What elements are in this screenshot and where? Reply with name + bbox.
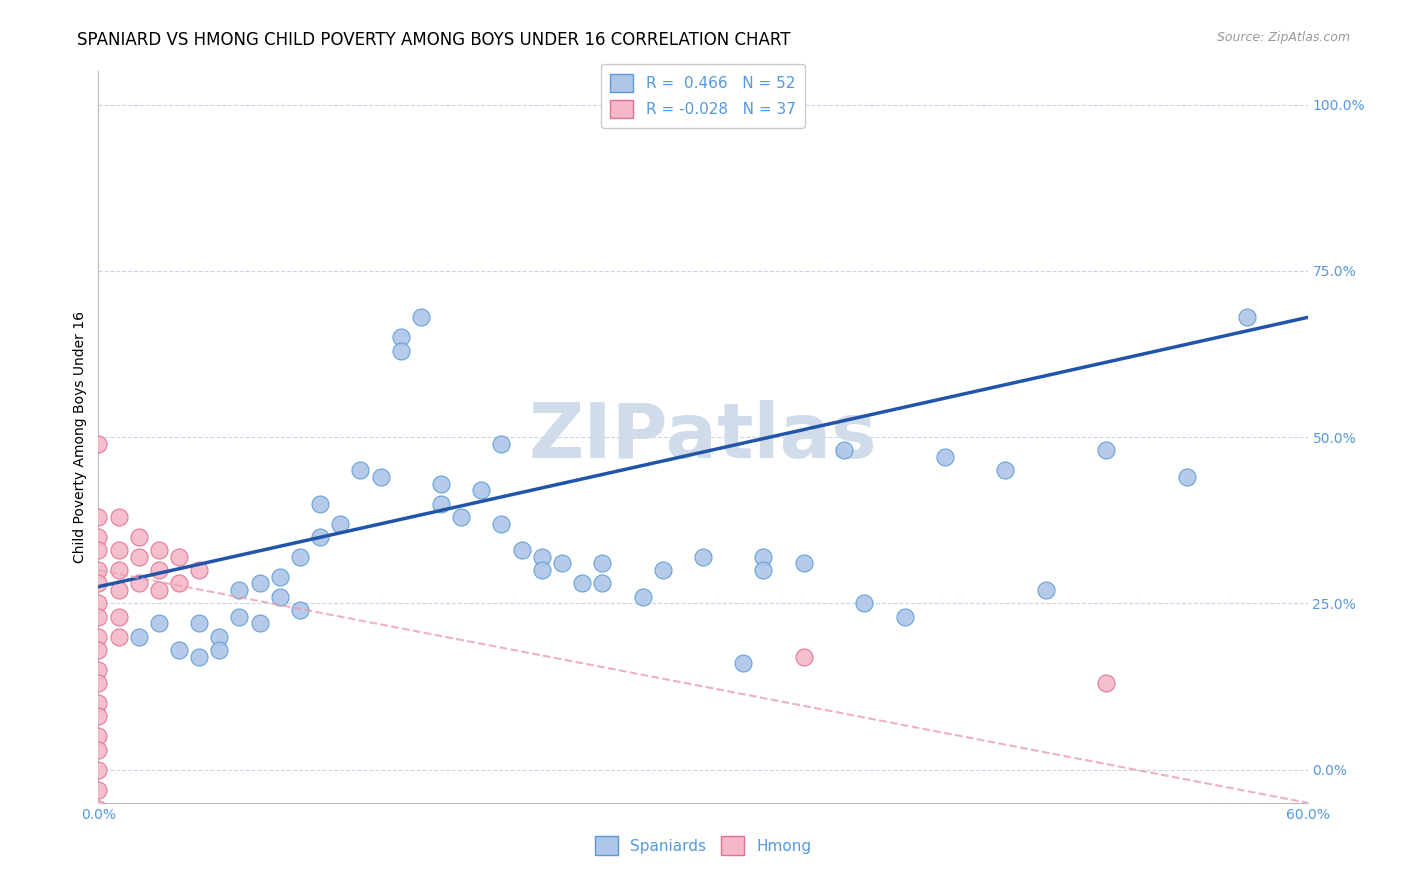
Point bbox=[288, 549, 311, 564]
Point bbox=[128, 549, 150, 564]
Point bbox=[491, 436, 513, 450]
Point bbox=[188, 616, 211, 631]
Point bbox=[107, 630, 129, 644]
Point bbox=[87, 709, 110, 723]
Point bbox=[752, 549, 775, 564]
Point bbox=[148, 616, 170, 631]
Point bbox=[87, 596, 110, 610]
Y-axis label: Child Poverty Among Boys Under 16: Child Poverty Among Boys Under 16 bbox=[73, 311, 87, 563]
Point bbox=[551, 557, 574, 571]
Point bbox=[87, 563, 110, 577]
Point bbox=[530, 549, 553, 564]
Point bbox=[107, 543, 129, 558]
Point bbox=[87, 630, 110, 644]
Point bbox=[288, 603, 311, 617]
Point bbox=[571, 576, 593, 591]
Point bbox=[349, 463, 371, 477]
Point bbox=[269, 570, 291, 584]
Text: Source: ZipAtlas.com: Source: ZipAtlas.com bbox=[1216, 31, 1350, 45]
Point bbox=[87, 782, 110, 797]
Point bbox=[430, 497, 453, 511]
Point bbox=[389, 343, 412, 358]
Point bbox=[631, 590, 654, 604]
Point bbox=[87, 543, 110, 558]
Point bbox=[269, 590, 291, 604]
Point bbox=[107, 582, 129, 597]
Point bbox=[752, 563, 775, 577]
Point bbox=[107, 609, 129, 624]
Point bbox=[167, 643, 190, 657]
Point bbox=[87, 763, 110, 777]
Point bbox=[329, 516, 352, 531]
Point bbox=[87, 822, 110, 837]
Point bbox=[530, 563, 553, 577]
Point bbox=[249, 576, 271, 591]
Point bbox=[87, 742, 110, 756]
Point bbox=[87, 436, 110, 450]
Point bbox=[491, 516, 513, 531]
Point bbox=[148, 563, 170, 577]
Point bbox=[208, 643, 231, 657]
Point bbox=[228, 582, 250, 597]
Point bbox=[128, 630, 150, 644]
Point bbox=[148, 582, 170, 597]
Point bbox=[87, 663, 110, 677]
Point bbox=[1095, 676, 1118, 690]
Point bbox=[309, 497, 332, 511]
Point bbox=[87, 643, 110, 657]
Point bbox=[87, 676, 110, 690]
Point bbox=[128, 530, 150, 544]
Point bbox=[128, 576, 150, 591]
Text: ZIPatlas: ZIPatlas bbox=[529, 401, 877, 474]
Point bbox=[389, 330, 412, 344]
Point bbox=[309, 530, 332, 544]
Point bbox=[934, 450, 956, 464]
Point bbox=[409, 310, 432, 325]
Point bbox=[107, 509, 129, 524]
Text: SPANIARD VS HMONG CHILD POVERTY AMONG BOYS UNDER 16 CORRELATION CHART: SPANIARD VS HMONG CHILD POVERTY AMONG BO… bbox=[77, 31, 790, 49]
Point bbox=[510, 543, 533, 558]
Point bbox=[591, 557, 613, 571]
Point bbox=[994, 463, 1017, 477]
Point bbox=[87, 530, 110, 544]
Point bbox=[228, 609, 250, 624]
Point bbox=[1236, 310, 1258, 325]
Point bbox=[450, 509, 472, 524]
Point bbox=[188, 563, 211, 577]
Point bbox=[249, 616, 271, 631]
Point bbox=[208, 630, 231, 644]
Point bbox=[370, 470, 392, 484]
Point bbox=[832, 443, 855, 458]
Point bbox=[148, 543, 170, 558]
Point bbox=[188, 649, 211, 664]
Point bbox=[651, 563, 673, 577]
Point bbox=[893, 609, 915, 624]
Point bbox=[733, 656, 755, 670]
Point bbox=[87, 802, 110, 816]
Point bbox=[87, 696, 110, 710]
Point bbox=[470, 483, 492, 498]
Point bbox=[793, 649, 815, 664]
Point bbox=[107, 563, 129, 577]
Point bbox=[853, 596, 876, 610]
Point bbox=[591, 576, 613, 591]
Point bbox=[87, 609, 110, 624]
Point bbox=[1175, 470, 1198, 484]
Point bbox=[692, 549, 714, 564]
Point bbox=[87, 729, 110, 743]
Point bbox=[793, 557, 815, 571]
Point bbox=[1035, 582, 1057, 597]
Point bbox=[167, 576, 190, 591]
Point bbox=[1095, 443, 1118, 458]
Point bbox=[87, 576, 110, 591]
Point bbox=[430, 476, 453, 491]
Legend: Spaniards, Hmong: Spaniards, Hmong bbox=[589, 830, 817, 861]
Point bbox=[167, 549, 190, 564]
Point bbox=[87, 509, 110, 524]
